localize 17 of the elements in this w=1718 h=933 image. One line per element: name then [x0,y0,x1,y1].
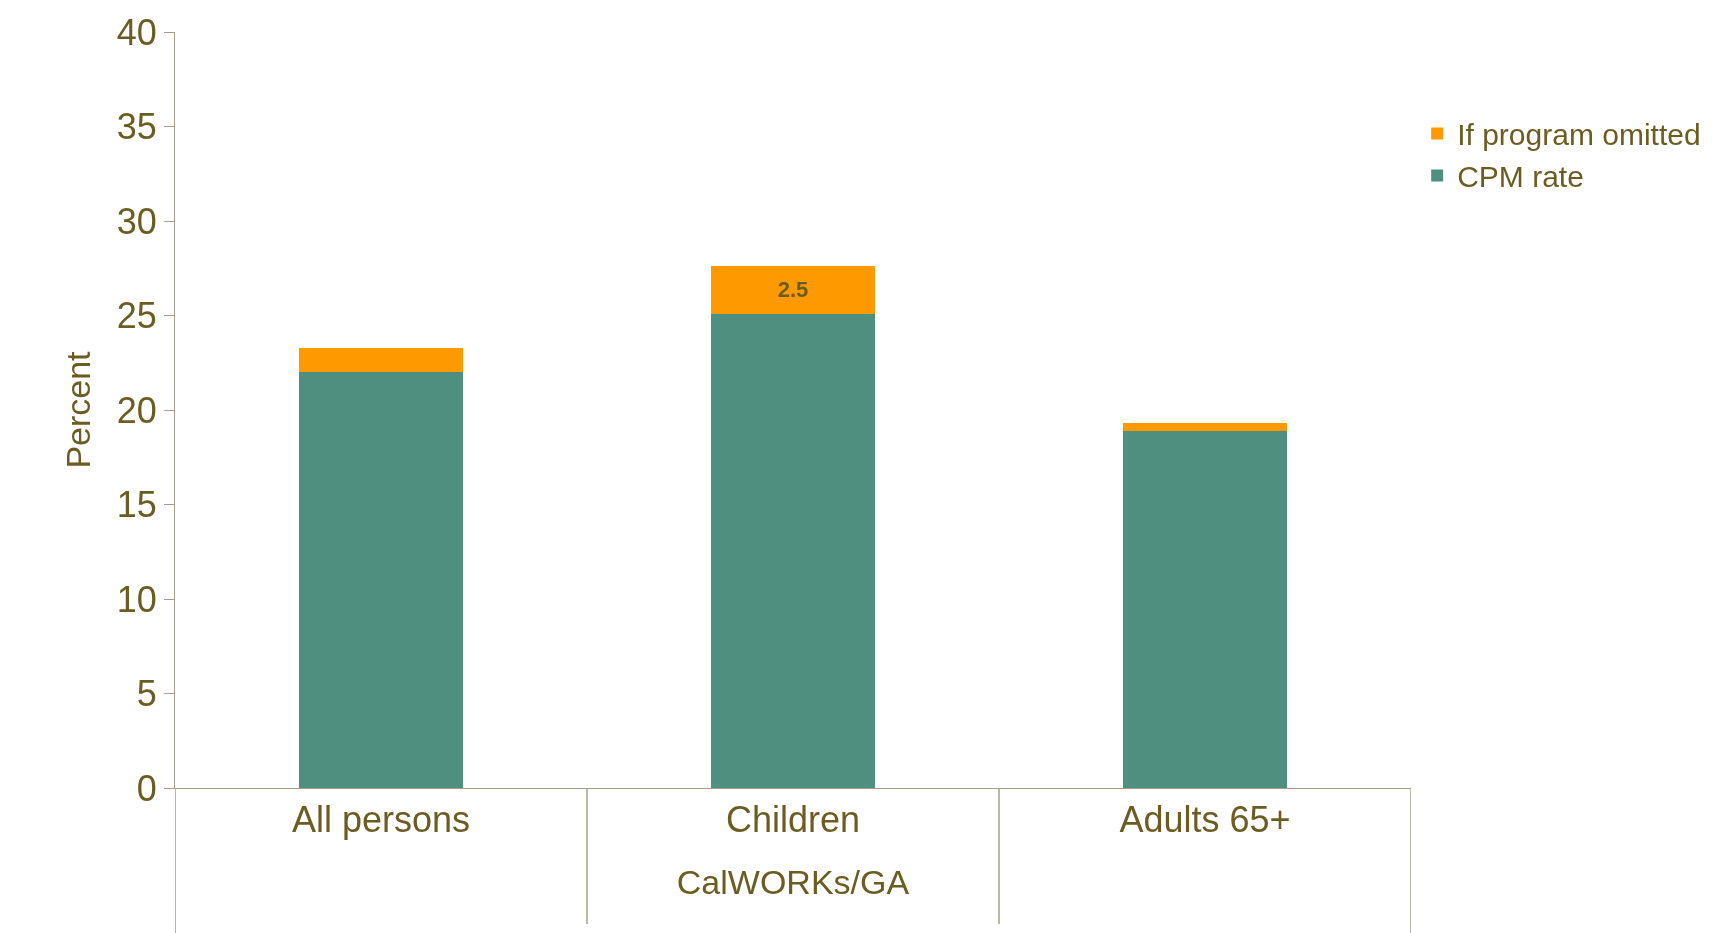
legend-label: If program omitted [1457,118,1701,152]
y-tick-label: 30 [116,200,157,242]
y-tick-label: 5 [136,673,157,715]
data-label: 2.5 [777,277,809,303]
x-tick-label: Adults 65+ [1119,799,1291,841]
y-tick-label: 35 [116,106,157,148]
y-tick-label: 40 [116,11,157,53]
x-axis-title: CalWORKs/GA [676,862,910,901]
y-tick-label: 25 [116,295,157,337]
y-tick-label: 10 [116,578,157,620]
y-tick-label: 20 [116,389,157,431]
y-tick-label: 0 [136,767,157,809]
y-axis-title: Percent [59,350,98,469]
x-tick-label: Children [725,799,861,841]
legend-label: CPM rate [1457,160,1584,194]
y-tick-label: 15 [116,484,157,526]
x-tick-label: All persons [291,799,471,841]
